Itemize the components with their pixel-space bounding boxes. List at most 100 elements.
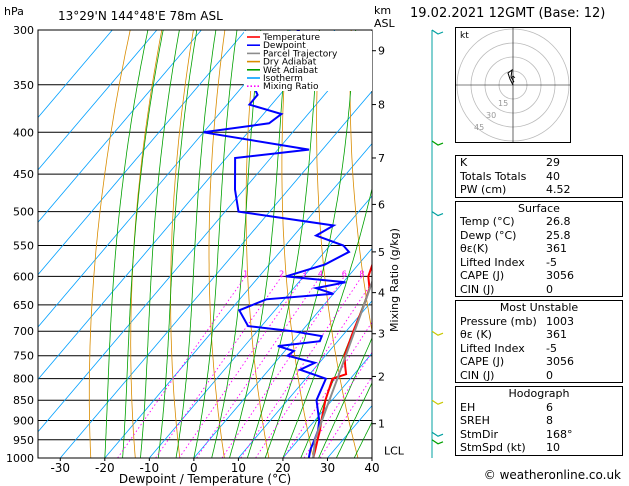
legend-label: Isotherm	[263, 74, 303, 84]
pressure-tick-label: 900	[13, 415, 34, 428]
x-tick-label: 40	[364, 461, 379, 475]
isotherm-line	[38, 30, 113, 119]
surface-row: θε(K) 361	[460, 242, 567, 255]
pressure-tick-label: 550	[13, 239, 34, 252]
legend-label: Parcel Trajectory	[263, 49, 338, 59]
mixing-ratio-label: 3	[301, 269, 306, 278]
hodo-row: StmSpd (kt) 10	[460, 441, 560, 454]
dry-adiabat	[316, 30, 359, 458]
index-row: K 29	[460, 156, 560, 169]
x-axis-label: Dewpoint / Temperature (°C)	[119, 472, 291, 486]
km-tick-label: 8	[378, 99, 385, 112]
series-dewpoint	[203, 30, 351, 458]
wet-adiabat	[229, 30, 289, 458]
km-label: km	[374, 4, 391, 17]
x-tick-label: 0	[190, 461, 198, 475]
mixing-ratio-label: 8	[359, 269, 364, 278]
wet-adiabat	[122, 30, 164, 458]
hodograph-panel: Hodograph EH 6 SREH 8 StmDir 168° StmSpd (k…	[455, 386, 623, 456]
isotherm-line	[38, 30, 158, 171]
wet-adiabat	[140, 30, 180, 458]
dry-adiabat	[208, 30, 226, 458]
x-tick-label: -30	[50, 461, 70, 475]
x-tick-label: 10	[231, 461, 246, 475]
km-tick-label: 2	[378, 370, 385, 383]
pressure-tick-label: 700	[13, 325, 34, 338]
wet-adiabat	[264, 30, 357, 458]
mixing-ratio-label: 6	[342, 269, 347, 278]
mixing-ratio-axis-label: Mixing Ratio (g/kg)	[388, 228, 401, 332]
mixing-ratio-line	[283, 321, 372, 458]
isotherm-line	[238, 300, 372, 458]
mixing-ratio-line	[155, 276, 282, 458]
pressure-tick-label: 600	[13, 270, 34, 283]
series-parcel-trajectory	[312, 279, 372, 458]
wind-barb	[431, 29, 444, 35]
pressure-tick-label: 500	[13, 206, 34, 219]
km-tick-label: 5	[378, 246, 385, 259]
hodo-row: EH 6	[460, 400, 553, 414]
wind-barb	[431, 439, 444, 445]
isotherm-line	[38, 30, 336, 381]
hodograph-trace	[507, 68, 515, 86]
isotherm-line	[104, 143, 372, 458]
wet-adiabat	[246, 30, 320, 458]
hodograph: kt 15 30 45 ↑	[455, 27, 571, 143]
mixing-ratio-line	[319, 376, 372, 458]
legend-label: Temperature	[262, 33, 320, 43]
x-tick-label: 30	[320, 461, 335, 475]
x-tick-label: -20	[95, 461, 115, 475]
wet-adiabat	[318, 337, 372, 458]
surface-title: Surface	[518, 201, 560, 215]
wet-adiabat	[336, 381, 372, 458]
surface-row: Dewp (°C) 25.8	[460, 228, 571, 242]
mu-row: θε (K) 361	[460, 328, 567, 341]
wet-adiabat	[175, 30, 217, 458]
hodograph-title: Hodograph	[508, 387, 570, 400]
storm-motion-marker: ↑	[509, 75, 517, 86]
km-tick-label: 4	[378, 287, 385, 300]
indices-table: K 29 Totals Totals 40 PW (cm) 4.52 Surface …	[455, 155, 623, 459]
wet-adiabat	[157, 30, 198, 458]
pressure-tick-label: 750	[13, 350, 34, 363]
wind-barb	[431, 431, 444, 437]
pressure-tick-label: 400	[13, 126, 34, 139]
wet-adiabat	[104, 30, 149, 458]
legend-label: Dewpoint	[263, 41, 306, 51]
mixing-ratio-line	[240, 276, 363, 458]
x-tick-label: 20	[275, 461, 290, 475]
mixing-ratio-line	[117, 276, 246, 458]
mixing-ratio-label: 2	[279, 269, 284, 278]
mixing-ratio-label: 4	[318, 269, 323, 278]
km-tick-label: 9	[378, 45, 385, 58]
isotherm-line	[59, 90, 372, 458]
asl-label: ASL	[374, 17, 396, 30]
wind-barb	[431, 330, 444, 336]
pressure-tick-label: 650	[13, 299, 34, 312]
wet-adiabat	[193, 30, 238, 458]
plot-frame	[37, 29, 373, 459]
most-unstable-title: Most Unstable	[499, 301, 579, 314]
most-unstable-panel: Most Unstable Pressure (mb) 1003 θε (K) 36…	[455, 300, 623, 383]
surface-row: Lifted Index -5	[460, 255, 557, 269]
dry-adiabat	[130, 30, 163, 458]
km-tick-label: 3	[378, 328, 385, 341]
hodo-ring-label-30: 30	[486, 111, 496, 120]
isotherm-line	[193, 247, 372, 458]
lcl-label: LCL	[384, 445, 405, 458]
index-row: Totals Totals 40	[460, 169, 560, 183]
mixing-ratio-label: 20	[416, 269, 426, 278]
indices-panel: K 29 Totals Totals 40 PW (cm) 4.52	[455, 155, 623, 198]
mixing-ratio-label: 1	[243, 269, 248, 278]
hpa-label: hPa	[4, 5, 24, 18]
pressure-tick-label: 1000	[6, 452, 34, 465]
isotherm-line	[38, 30, 291, 328]
isotherm-line	[38, 38, 372, 433]
surface-row: Temp (°C) 26.8	[460, 215, 571, 228]
pressure-tick-label: 350	[13, 79, 34, 92]
mixing-ratio-line	[178, 276, 305, 458]
pressure-tick-label: 800	[13, 373, 34, 386]
mu-row: CAPE (J) 3056	[460, 355, 574, 368]
